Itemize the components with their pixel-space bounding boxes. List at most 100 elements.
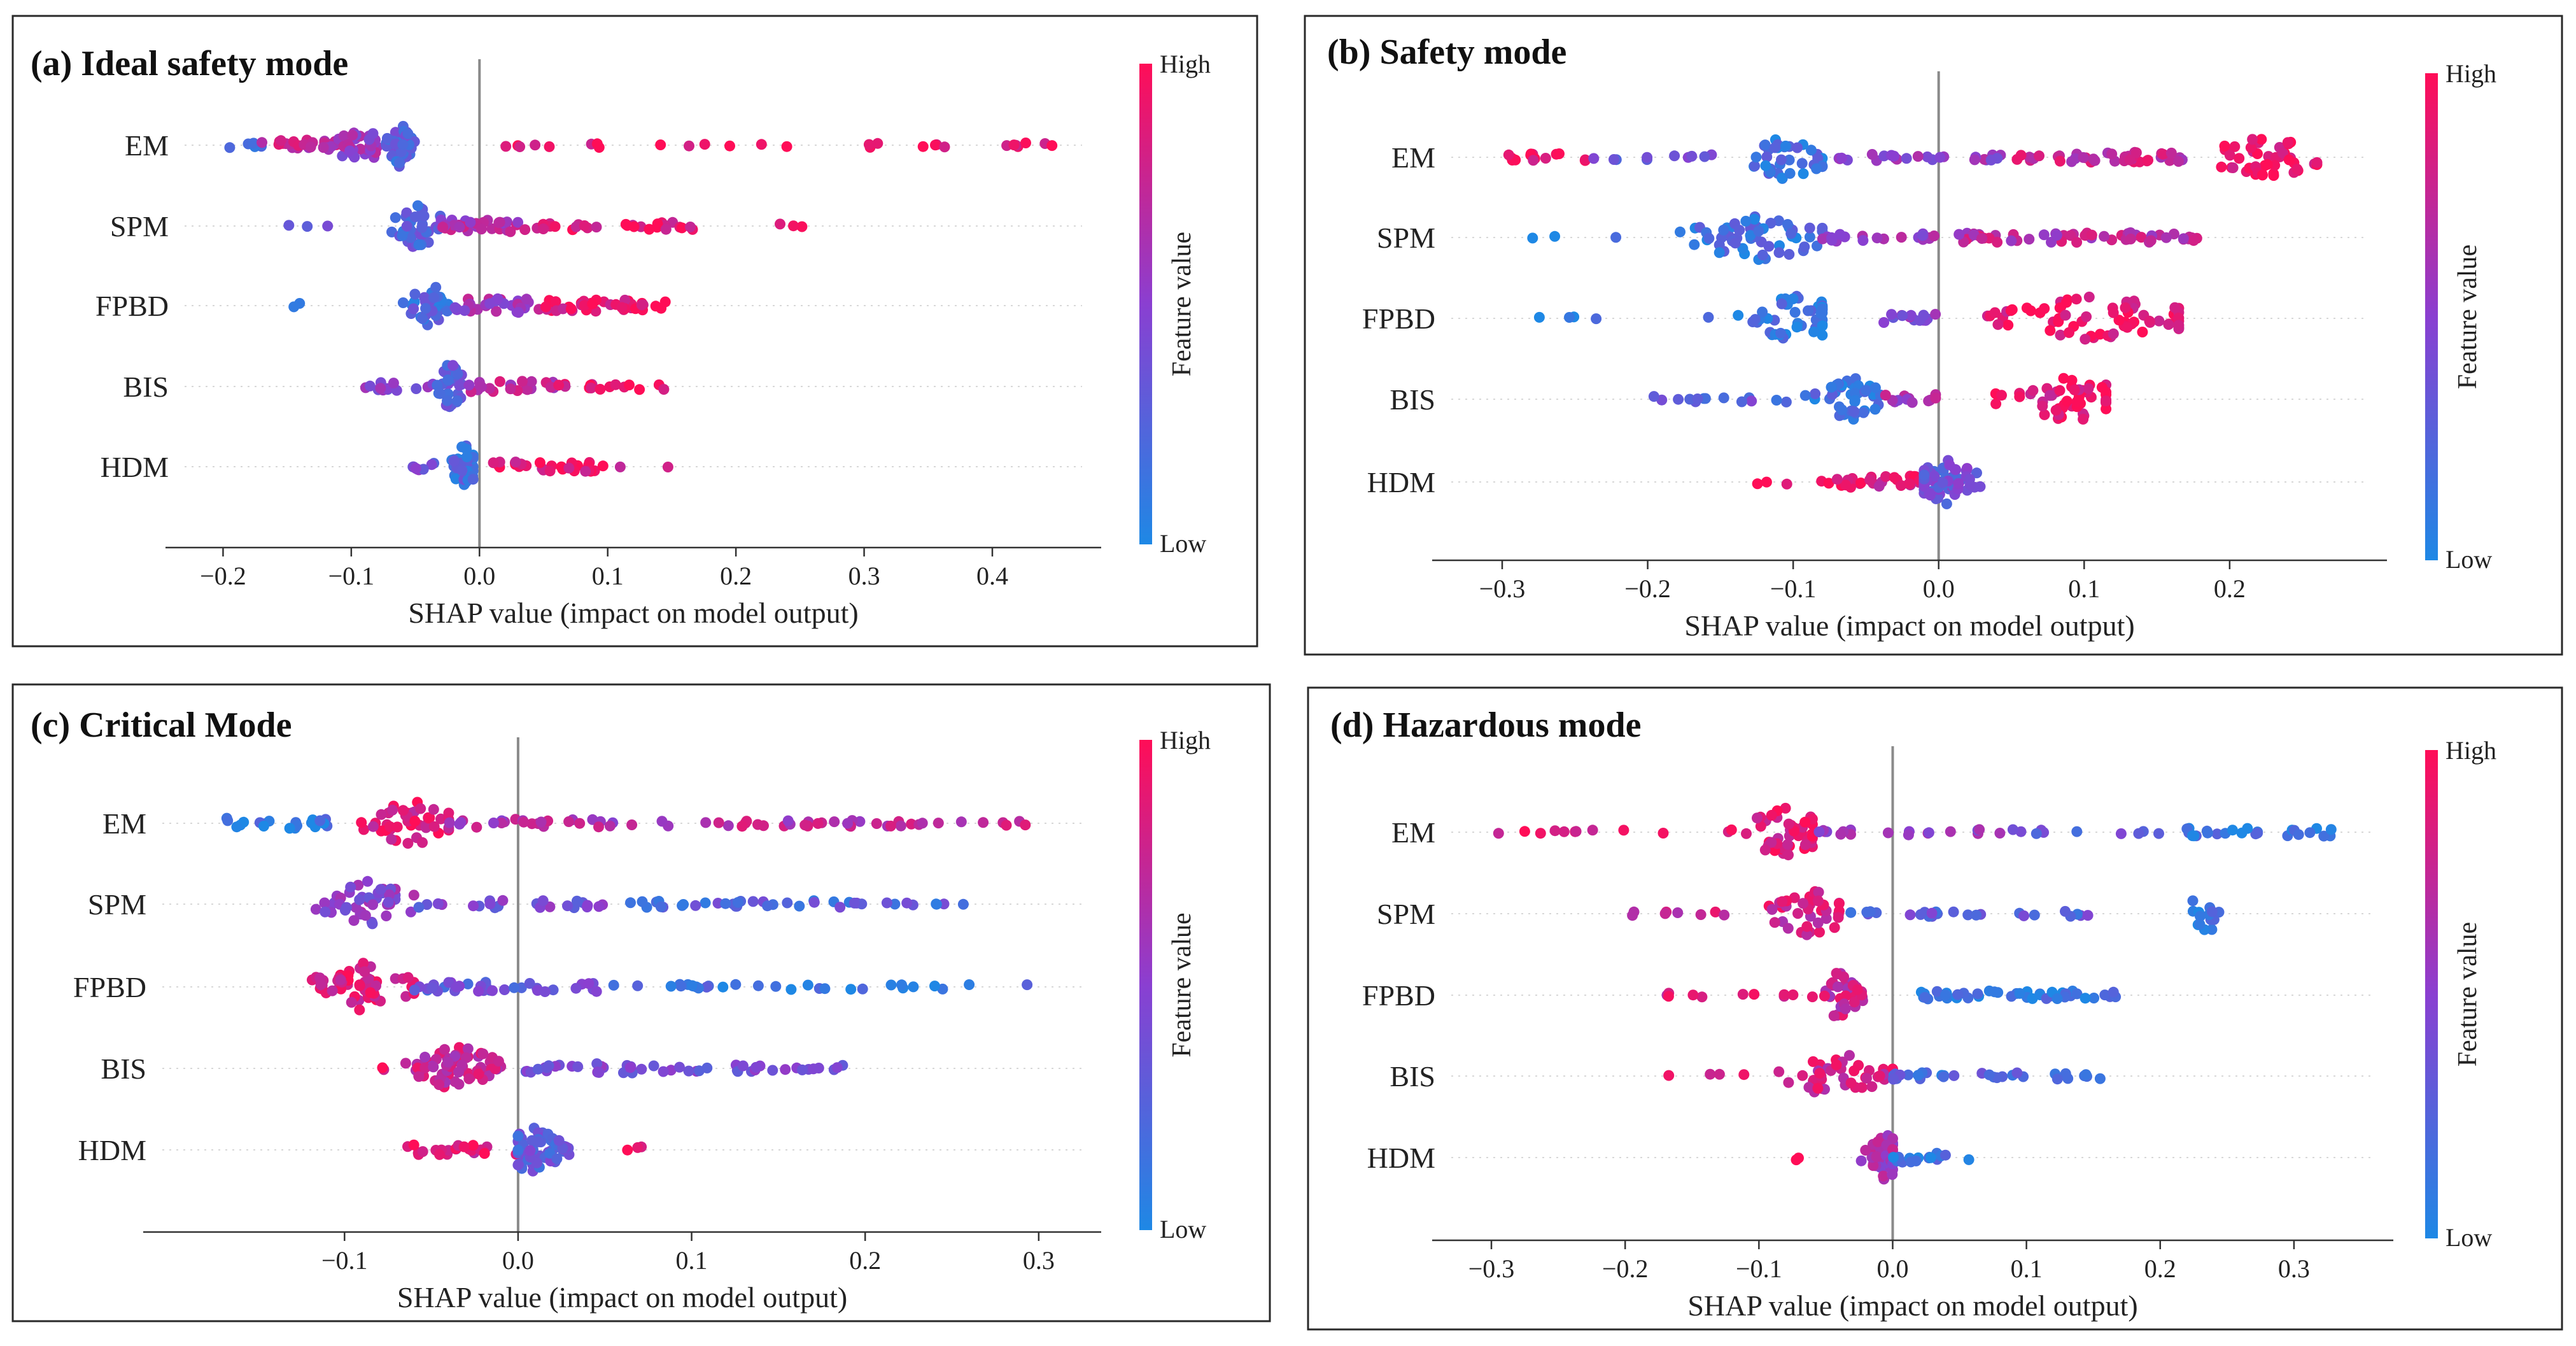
shap-point — [1796, 158, 1808, 169]
x-tick-label: −0.1 — [1770, 574, 1817, 603]
shap-point — [465, 216, 476, 228]
shap-point — [2157, 148, 2169, 160]
shap-point — [2137, 327, 2148, 337]
shap-point — [1737, 243, 1749, 254]
shap-point — [587, 298, 598, 309]
shap-point — [512, 1130, 524, 1142]
shap-point — [426, 982, 438, 994]
shap-point — [2088, 993, 2100, 1003]
shap-point — [318, 142, 329, 153]
colorbar-low-label: Low — [1160, 529, 1206, 558]
shap-point — [2086, 229, 2097, 241]
shap-point — [2083, 383, 2094, 394]
shap-point — [1939, 1149, 1951, 1161]
shap-point — [2325, 824, 2337, 835]
shap-point — [1855, 478, 1866, 488]
shap-point — [1963, 1154, 1974, 1165]
shap-point — [375, 383, 386, 394]
shap-point — [2262, 159, 2273, 170]
shap-point — [1989, 986, 2000, 998]
shap-point — [829, 816, 840, 828]
feature-label-em: EM — [102, 807, 146, 840]
shap-point — [2080, 993, 2091, 1004]
shap-point — [532, 1063, 544, 1075]
shap-point — [449, 302, 461, 313]
shap-point — [2250, 828, 2262, 840]
shap-point — [2242, 823, 2253, 834]
shap-point — [1871, 1151, 1882, 1163]
shap-point — [346, 996, 357, 1008]
shap-point — [1752, 478, 1763, 490]
shap-point — [2293, 829, 2304, 840]
shap-point — [1564, 312, 1575, 323]
shap-point — [2071, 294, 2082, 305]
shap-point — [428, 804, 439, 815]
shap-point — [1826, 234, 1838, 246]
shap-point — [624, 1062, 636, 1073]
shap-panel-b: (b) Safety mode EM SPM FPBD BIS HDM −0.3 −0.2 −0… — [1304, 15, 2563, 656]
shap-point — [1848, 996, 1860, 1008]
feature-label-fpbd: FPBD — [95, 290, 169, 322]
beeswarm-row-fpbd — [1533, 290, 2185, 345]
shap-point — [451, 395, 463, 406]
shap-point — [1700, 393, 1711, 404]
shap-point — [652, 218, 663, 230]
x-tick-label: 0.2 — [2144, 1254, 2176, 1283]
shap-point — [2206, 906, 2218, 917]
shap-point — [428, 821, 440, 832]
shap-point — [775, 218, 785, 230]
shap-point — [547, 984, 559, 996]
shap-point — [375, 884, 386, 895]
shap-point — [1996, 390, 2007, 401]
shap-point — [1836, 152, 1847, 164]
shap-point — [842, 818, 854, 829]
shap-point — [2071, 988, 2083, 1000]
shap-point — [1917, 230, 1928, 241]
beeswarm-row-em — [224, 120, 1058, 172]
shap-point — [2283, 154, 2295, 166]
shap-point — [780, 1064, 791, 1075]
shap-point — [1658, 828, 1669, 839]
shap-point — [737, 1060, 749, 1072]
shap-point — [1897, 310, 1908, 322]
shap-point — [390, 973, 401, 984]
shap-point — [2133, 828, 2144, 839]
shap-point — [491, 306, 502, 317]
x-axis-label: SHAP value (impact on model output) — [397, 1281, 847, 1314]
shap-point — [521, 384, 533, 395]
shap-point — [871, 818, 882, 829]
shap-point — [1806, 145, 1817, 156]
shap-point — [400, 1058, 411, 1069]
shap-point — [1872, 1136, 1883, 1147]
shap-point — [348, 915, 360, 926]
shap-point — [1675, 226, 1686, 237]
shap-point — [1889, 150, 1900, 162]
shap-point — [767, 1065, 778, 1076]
shap-point — [479, 1148, 490, 1159]
shap-point — [553, 1135, 565, 1146]
shap-point — [665, 981, 677, 992]
shap-point — [1903, 829, 1914, 840]
x-tick-label: 0.3 — [1023, 1246, 1055, 1275]
shap-point — [1838, 971, 1850, 982]
shap-point — [409, 816, 421, 827]
shap-point — [675, 981, 687, 992]
shap-point — [1775, 327, 1786, 339]
shap-point — [413, 902, 425, 913]
shap-point — [1817, 222, 1828, 234]
shap-point — [2108, 986, 2119, 998]
panel-title: (b) Safety mode — [1327, 32, 1566, 72]
shap-point — [955, 816, 967, 828]
shap-point — [614, 461, 626, 472]
shap-point — [497, 895, 509, 906]
shap-point — [930, 139, 941, 151]
shap-point — [257, 137, 267, 148]
shap-point — [1618, 825, 1629, 836]
shap-point — [1804, 222, 1815, 234]
shap-point — [1904, 478, 1915, 490]
shap-point — [426, 459, 437, 471]
shap-point — [563, 816, 575, 827]
x-tick-label: 0.1 — [2011, 1254, 2043, 1283]
shap-point — [626, 819, 638, 830]
